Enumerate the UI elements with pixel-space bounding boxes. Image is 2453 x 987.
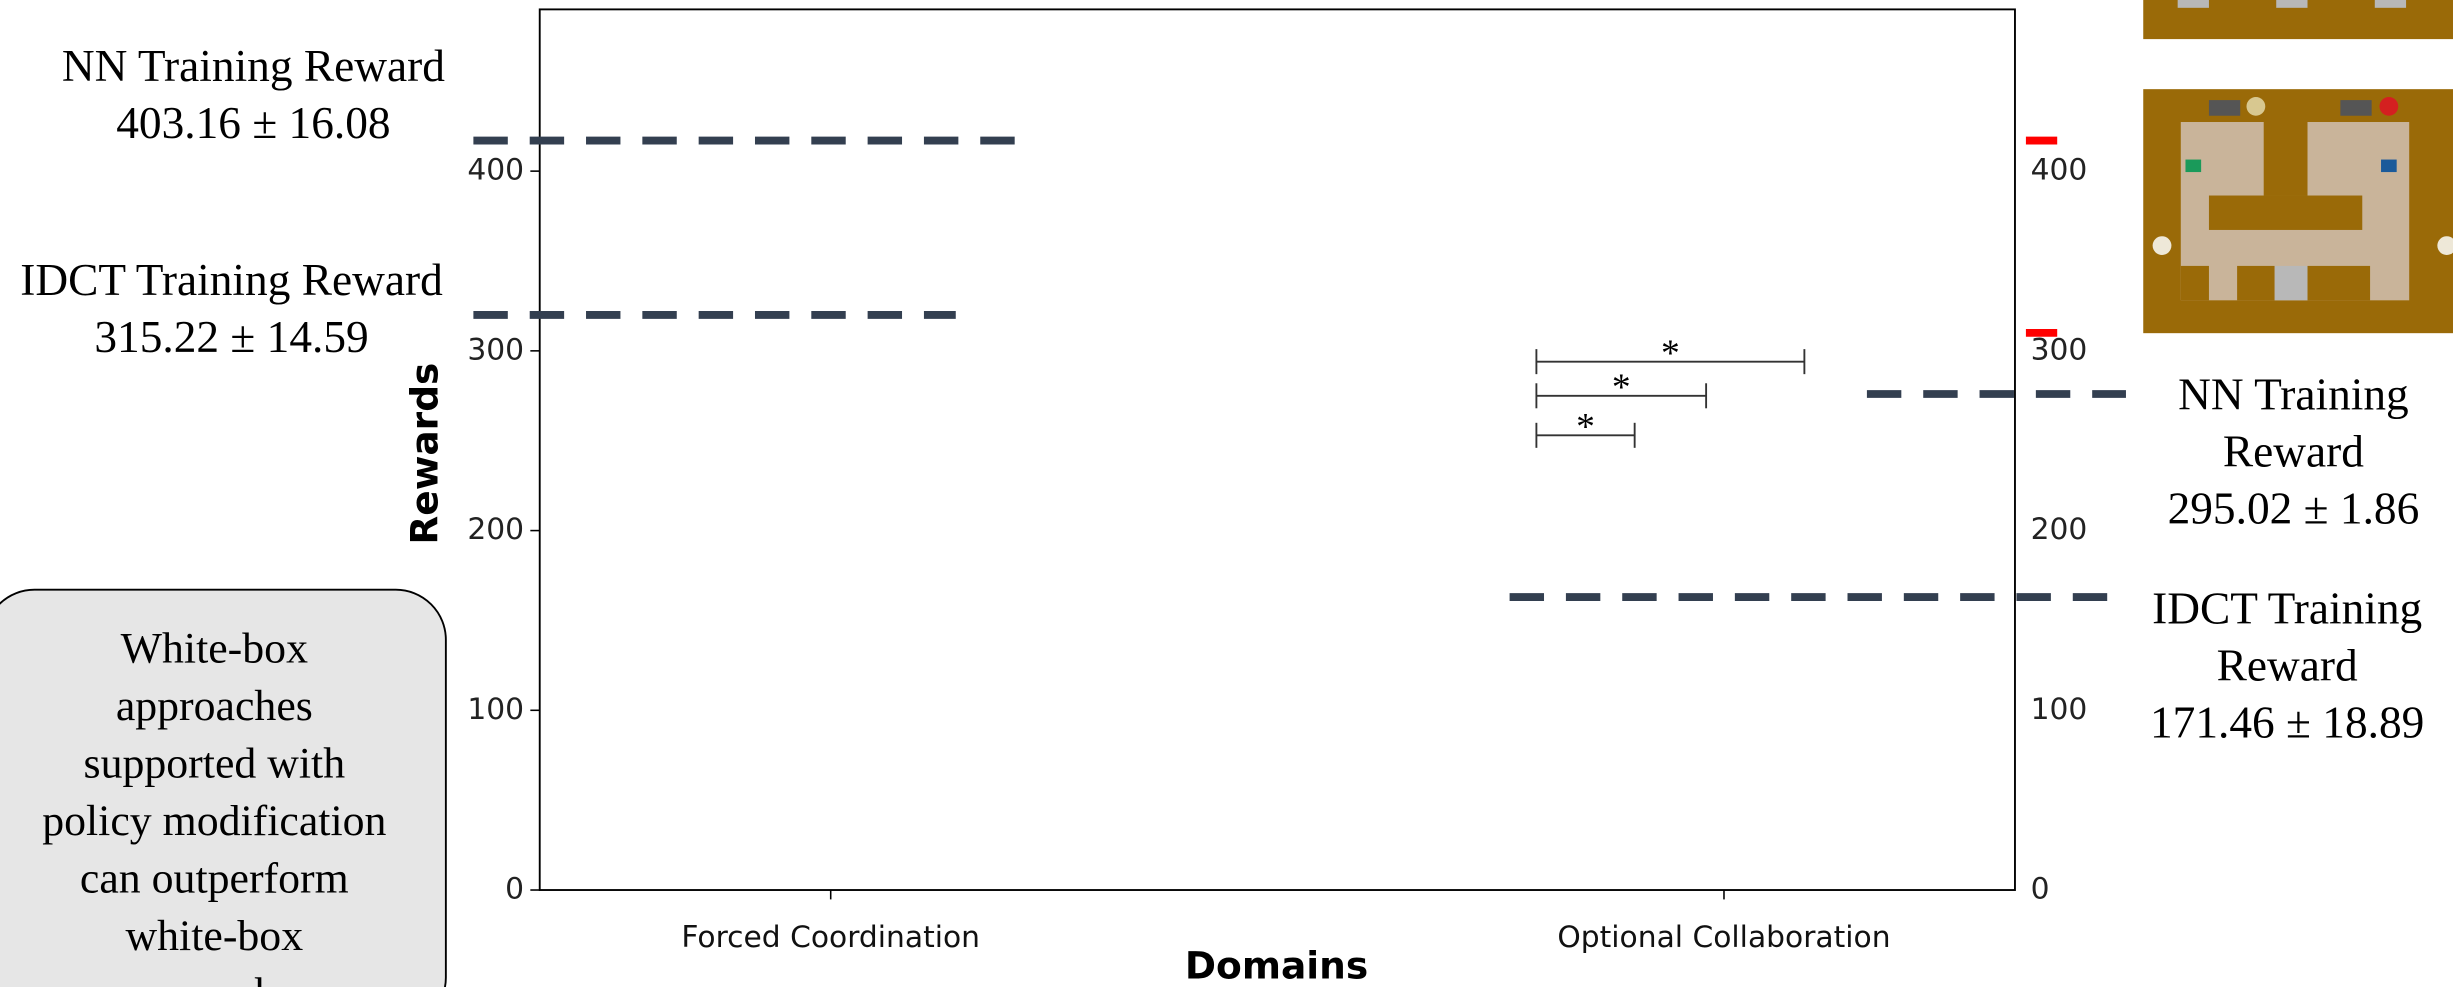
game-thumbnail-top — [2143, 0, 2453, 39]
wall — [2308, 266, 2371, 300]
tile — [2276, 0, 2307, 8]
y2-tick-label: 300 — [2031, 332, 2088, 367]
pot — [2209, 100, 2240, 116]
reference-label: 315.22 ± 14.59 — [94, 312, 368, 362]
y2-tick-label: 0 — [2031, 872, 2050, 907]
y-tick-label: 400 — [467, 153, 524, 188]
chef — [2381, 160, 2397, 173]
y-axis-label: Rewards — [403, 363, 447, 545]
y-tick-label: 300 — [467, 332, 524, 367]
game-thumbnail — [2143, 89, 2453, 333]
reference-label: Reward — [2217, 641, 2358, 691]
y-tick-label: 100 — [467, 692, 524, 727]
reference-label: 171.46 ± 18.89 — [2150, 698, 2424, 748]
reference-label: NN Training Reward — [62, 41, 445, 91]
y2-tick-label: 400 — [2031, 153, 2088, 188]
serving-tile — [2275, 266, 2308, 300]
counter — [2209, 196, 2362, 230]
note-text: White-box — [121, 624, 308, 672]
reference-label: IDCT Training — [2152, 584, 2422, 634]
significance-label: * — [1661, 334, 1680, 375]
reference-label: 403.16 ± 16.08 — [116, 98, 390, 148]
y2-tick-label: 200 — [2031, 512, 2088, 547]
reference-label: 295.02 ± 1.86 — [2168, 483, 2420, 533]
note-text: approaches — [116, 682, 313, 730]
page: Rewards Domains 0 100 200 300 400 0 100 200 300 4… — [0, 0, 2453, 987]
tile — [2375, 0, 2406, 8]
reference-label: Reward — [2223, 426, 2364, 476]
chart: Rewards Domains 0 100 200 300 400 0 100 200 300 4… — [0, 0, 2453, 987]
chef — [2185, 160, 2201, 173]
tile — [2178, 0, 2209, 8]
significance-label: * — [1612, 368, 1631, 409]
note-text: policy modification — [42, 797, 386, 845]
x-tick-label: Forced Coordination — [681, 920, 980, 955]
note-text: approaches — [116, 970, 313, 987]
y-tick-label: 0 — [505, 872, 524, 907]
reference-label: NN Training — [2178, 369, 2409, 419]
reference-label: IDCT Training Reward — [20, 255, 443, 305]
note-text: can outperform — [80, 855, 349, 903]
x-axis-label: Domains — [1185, 944, 1368, 987]
wall — [2237, 266, 2275, 300]
x-tick-label: Optional Collaboration — [1557, 920, 1890, 955]
dishes — [2153, 236, 2172, 255]
tomatoes — [2379, 97, 2398, 116]
wall — [2264, 122, 2308, 196]
onions — [2246, 97, 2265, 116]
significance-label: * — [1576, 407, 1595, 448]
y-tick-label: 200 — [467, 512, 524, 547]
y2-tick-label: 100 — [2031, 692, 2088, 727]
wall — [2181, 266, 2209, 300]
pot — [2340, 100, 2371, 116]
note-text: supported with — [84, 739, 346, 787]
note-text: white-box — [126, 912, 304, 960]
